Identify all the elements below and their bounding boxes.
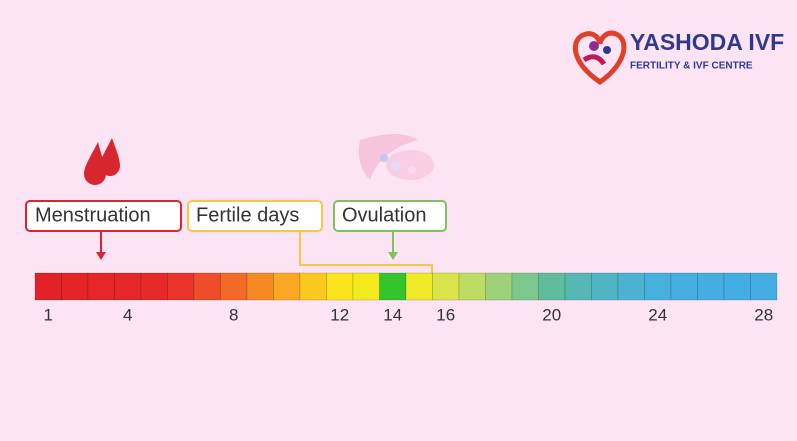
- day-cell: [591, 272, 619, 301]
- day-cell: [379, 272, 407, 301]
- day-cell: [87, 272, 115, 301]
- day-tick-label: 14: [383, 305, 402, 324]
- day-cell: [458, 272, 486, 301]
- day-cell: [114, 272, 142, 301]
- menstruation-box: [25, 200, 182, 232]
- day-cell: [193, 272, 221, 301]
- menstruation-label: Menstruation: [35, 204, 151, 226]
- day-tick-label: 16: [436, 305, 455, 324]
- day-cell: [432, 272, 460, 301]
- fertile-label: Fertile days: [196, 204, 299, 226]
- day-cell: [538, 272, 566, 301]
- day-tick-label: 12: [330, 305, 349, 324]
- fertile-bracket: [299, 231, 433, 273]
- ovary-icon: [358, 134, 434, 180]
- day-cell: [246, 272, 274, 301]
- day-cell: [564, 272, 592, 301]
- day-cell: [670, 272, 698, 301]
- day-tick-label: 20: [542, 305, 561, 324]
- day-cell: [750, 272, 778, 301]
- day-cell: [511, 272, 539, 301]
- day-cell: [273, 272, 301, 301]
- logo-tagline: FERTILITY & IVF CENTRE: [630, 61, 753, 72]
- day-cell: [326, 272, 354, 301]
- day-cell: [220, 272, 248, 301]
- day-tick-label: 28: [754, 305, 773, 324]
- day-tick-label: 24: [648, 305, 667, 324]
- day-cell: [405, 272, 433, 301]
- day-cell: [61, 272, 89, 301]
- ovulation-label: Ovulation: [342, 204, 427, 226]
- day-cell: [167, 272, 195, 301]
- day-tick-label: 8: [229, 305, 238, 324]
- day-cell: [723, 272, 751, 301]
- ovulation-box: [333, 200, 447, 232]
- day-cell: [697, 272, 725, 301]
- day-tick-label: 4: [123, 305, 132, 324]
- day-cell: [352, 272, 380, 301]
- day-tick-label: 1: [44, 305, 53, 324]
- day-cell: [485, 272, 513, 301]
- blood-drops-icon: [84, 138, 120, 185]
- cycle-bar: 1 4 8 12 14 16 20 24 28: [34, 272, 778, 324]
- logo-icon: [572, 30, 627, 86]
- ovulation-arrow: [388, 231, 398, 260]
- logo-name: YASHODA IVF: [630, 29, 784, 55]
- day-cell: [140, 272, 168, 301]
- day-cell: [34, 272, 62, 301]
- menstruation-arrow: [96, 231, 106, 260]
- day-cell: [644, 272, 672, 301]
- day-cell: [617, 272, 645, 301]
- fertile-box: [187, 200, 323, 232]
- day-cell: [299, 272, 327, 301]
